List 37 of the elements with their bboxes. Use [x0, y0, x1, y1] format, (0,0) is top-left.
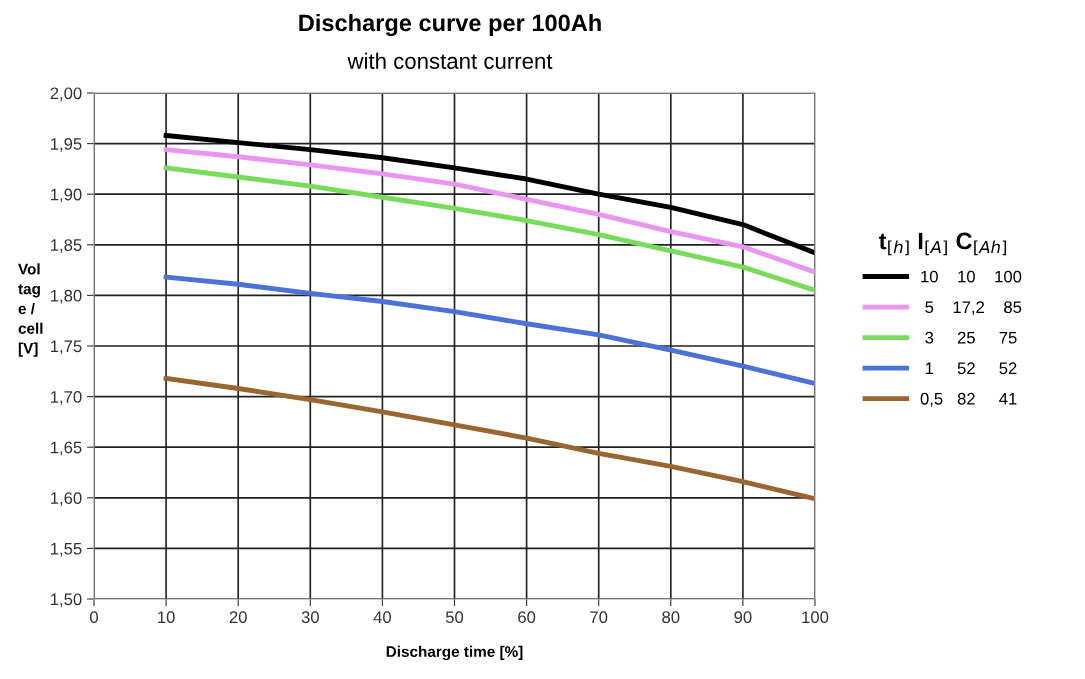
- x-axis-title: Discharge time [%]: [386, 645, 523, 661]
- chart-subtitle: with constant current: [347, 52, 553, 69]
- legend-label: 0,5 82 41: [920, 392, 1017, 407]
- legend-title: t$_{[h]}$ I$_{[A]}$ C$_{[Ah]}$: [878, 232, 1007, 256]
- legend-label: 5 17,2 85: [925, 301, 1022, 316]
- x-tick-label: 30: [301, 611, 319, 624]
- y-tick-label: 1,80: [51, 289, 82, 304]
- x-tick-label: 60: [518, 611, 536, 624]
- legend-label: 1 52 52: [925, 362, 1017, 375]
- line-series: [163, 133, 815, 256]
- x-tick-label: 80: [662, 611, 680, 624]
- y-tick-label: 1,85: [51, 239, 82, 253]
- x-tick-label: 70: [590, 611, 608, 624]
- x-tick-label: 40: [373, 611, 392, 624]
- x-tick-label: 20: [229, 611, 247, 624]
- y-tick-label: 1,90: [51, 188, 82, 203]
- x-tick-label: 100: [802, 611, 829, 624]
- y-tick-label: 2,00: [50, 87, 82, 102]
- x-tick-label: 10: [158, 611, 175, 624]
- y-tick-label: 1,50: [51, 593, 82, 608]
- x-tick-label: 50: [445, 611, 464, 624]
- y-tick-label: 1,95: [51, 138, 82, 152]
- chart-title: Discharge curve per 100Ah: [299, 13, 601, 37]
- y-tick-label: 1,65: [51, 441, 82, 456]
- y-axis-title: Vol tag e / cell [V]: [18, 263, 43, 357]
- line-series: [163, 147, 815, 275]
- x-tick-label: 0: [90, 611, 98, 624]
- y-tick-label: 1,55: [51, 542, 82, 557]
- legend-label: 10 10 100: [921, 270, 1022, 283]
- legend-label: 3 25 75: [925, 331, 1017, 344]
- y-tick-label: 1,60: [51, 492, 82, 506]
- y-tick-label: 1,70: [51, 391, 82, 405]
- x-tick-label: 90: [734, 611, 752, 624]
- y-tick-label: 1,75: [51, 340, 82, 355]
- line-series: [163, 165, 815, 293]
- line-series: [163, 274, 815, 386]
- line-series: [163, 375, 815, 502]
